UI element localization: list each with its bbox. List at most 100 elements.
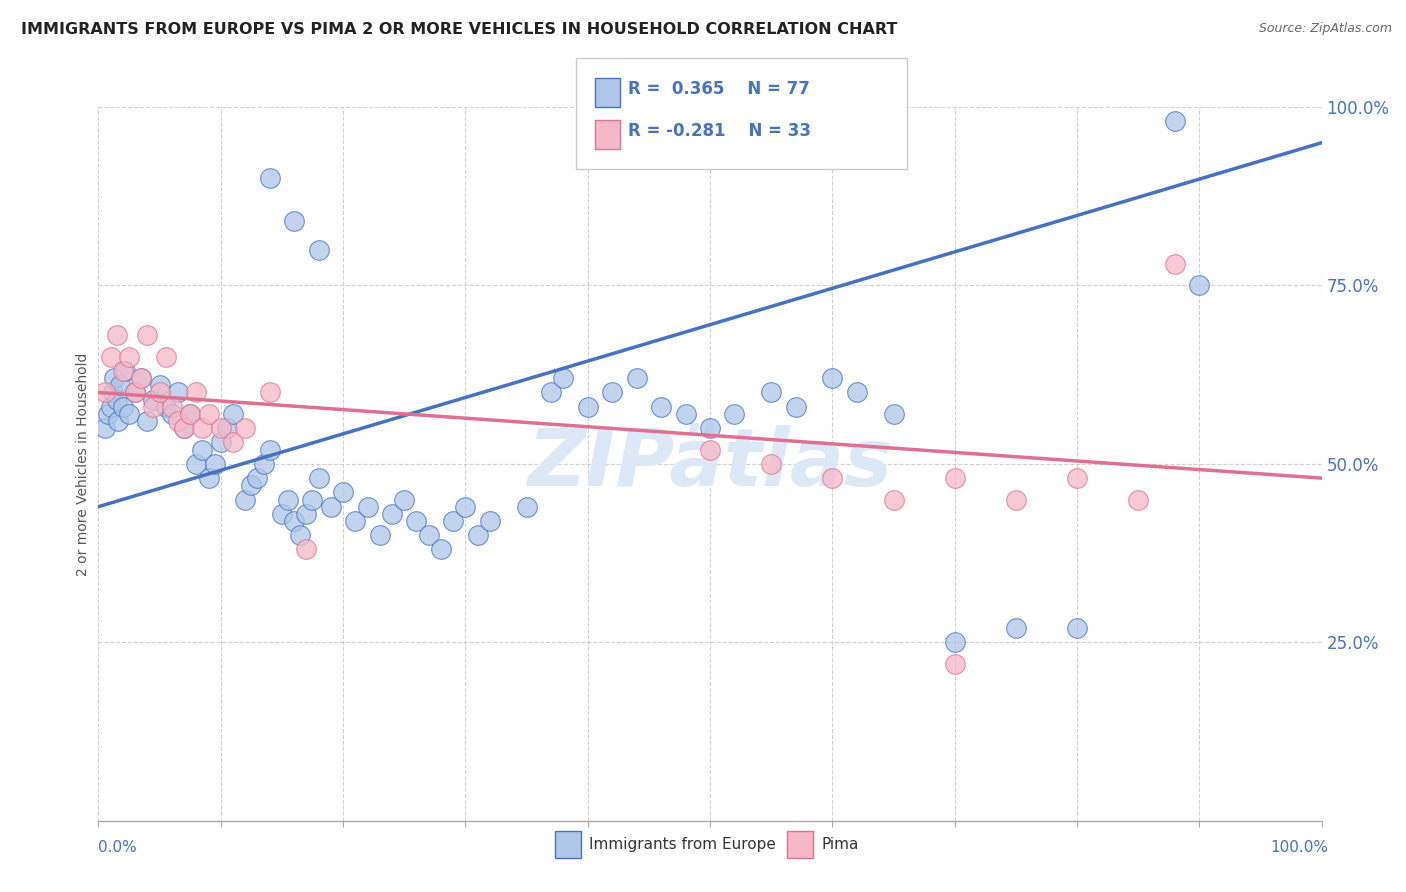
Point bbox=[100, 400, 122, 414]
Point bbox=[209, 435, 232, 450]
Point bbox=[186, 457, 208, 471]
Point bbox=[478, 514, 501, 528]
Point bbox=[186, 385, 208, 400]
Point bbox=[1188, 278, 1211, 293]
Point bbox=[650, 400, 672, 414]
Point bbox=[173, 421, 195, 435]
Point bbox=[344, 514, 367, 528]
Point bbox=[290, 528, 312, 542]
Point bbox=[179, 407, 201, 421]
Point bbox=[516, 500, 538, 514]
Point bbox=[576, 400, 599, 414]
Point bbox=[845, 385, 868, 400]
Text: IMMIGRANTS FROM EUROPE VS PIMA 2 OR MORE VEHICLES IN HOUSEHOLD CORRELATION CHART: IMMIGRANTS FROM EUROPE VS PIMA 2 OR MORE… bbox=[21, 22, 897, 37]
Point bbox=[129, 371, 152, 385]
Point bbox=[149, 378, 172, 392]
Point bbox=[332, 485, 354, 500]
Point bbox=[204, 457, 226, 471]
Point bbox=[101, 385, 124, 400]
Text: 100.0%: 100.0% bbox=[1271, 840, 1329, 855]
Point bbox=[118, 407, 141, 421]
Point bbox=[675, 407, 697, 421]
Point bbox=[356, 500, 378, 514]
Point bbox=[142, 392, 165, 407]
Point bbox=[222, 435, 245, 450]
Y-axis label: 2 or more Vehicles in Household: 2 or more Vehicles in Household bbox=[76, 352, 90, 575]
Point bbox=[943, 657, 966, 671]
Text: Immigrants from Europe: Immigrants from Europe bbox=[589, 838, 776, 852]
Point bbox=[319, 500, 342, 514]
Point bbox=[142, 400, 165, 414]
Point bbox=[222, 407, 245, 421]
Point bbox=[233, 492, 256, 507]
Point bbox=[167, 414, 190, 428]
Point bbox=[540, 385, 562, 400]
Text: ZIPätlas: ZIPätlas bbox=[527, 425, 893, 503]
Point bbox=[441, 514, 464, 528]
Point bbox=[259, 442, 281, 457]
Point bbox=[392, 492, 416, 507]
Point bbox=[308, 471, 330, 485]
Point bbox=[215, 421, 238, 435]
Point bbox=[114, 364, 136, 378]
Point bbox=[173, 421, 195, 435]
Text: Source: ZipAtlas.com: Source: ZipAtlas.com bbox=[1258, 22, 1392, 36]
Point bbox=[283, 514, 305, 528]
Point bbox=[943, 635, 966, 649]
Point bbox=[308, 243, 330, 257]
Point bbox=[761, 385, 783, 400]
Point bbox=[761, 457, 783, 471]
Point bbox=[197, 407, 219, 421]
Point bbox=[155, 400, 177, 414]
Point bbox=[111, 400, 134, 414]
Point bbox=[136, 328, 159, 343]
Point bbox=[191, 421, 214, 435]
Text: R =  0.365    N = 77: R = 0.365 N = 77 bbox=[628, 80, 810, 98]
Text: Pima: Pima bbox=[821, 838, 859, 852]
Point bbox=[259, 385, 281, 400]
Point bbox=[105, 392, 128, 407]
Point bbox=[301, 492, 323, 507]
Point bbox=[136, 414, 159, 428]
Point bbox=[600, 385, 623, 400]
Point bbox=[246, 471, 269, 485]
Point bbox=[209, 421, 232, 435]
Point bbox=[883, 492, 905, 507]
Point bbox=[1004, 621, 1026, 635]
Point bbox=[191, 442, 214, 457]
Point bbox=[1066, 621, 1088, 635]
Point bbox=[105, 328, 128, 343]
Point bbox=[149, 385, 172, 400]
Point bbox=[179, 407, 201, 421]
Point bbox=[626, 371, 648, 385]
Point bbox=[240, 478, 263, 492]
Point bbox=[454, 500, 477, 514]
Point bbox=[93, 421, 115, 435]
Point bbox=[553, 371, 575, 385]
Point bbox=[381, 507, 404, 521]
Point bbox=[368, 528, 391, 542]
Point bbox=[467, 528, 489, 542]
Point bbox=[1066, 471, 1088, 485]
Point bbox=[699, 421, 721, 435]
Point bbox=[93, 385, 115, 400]
Point bbox=[883, 407, 905, 421]
Point bbox=[270, 507, 294, 521]
Point bbox=[405, 514, 427, 528]
Point bbox=[160, 400, 183, 414]
Point bbox=[430, 542, 453, 557]
Point bbox=[295, 542, 318, 557]
Point bbox=[110, 378, 132, 392]
Point bbox=[943, 471, 966, 485]
Point bbox=[785, 400, 807, 414]
Point bbox=[111, 364, 134, 378]
Point bbox=[259, 171, 281, 186]
Point bbox=[160, 407, 183, 421]
Point bbox=[277, 492, 299, 507]
Point bbox=[167, 385, 190, 400]
Point bbox=[699, 442, 721, 457]
Point bbox=[233, 421, 256, 435]
Point bbox=[1128, 492, 1150, 507]
Point bbox=[118, 350, 141, 364]
Point bbox=[100, 350, 122, 364]
